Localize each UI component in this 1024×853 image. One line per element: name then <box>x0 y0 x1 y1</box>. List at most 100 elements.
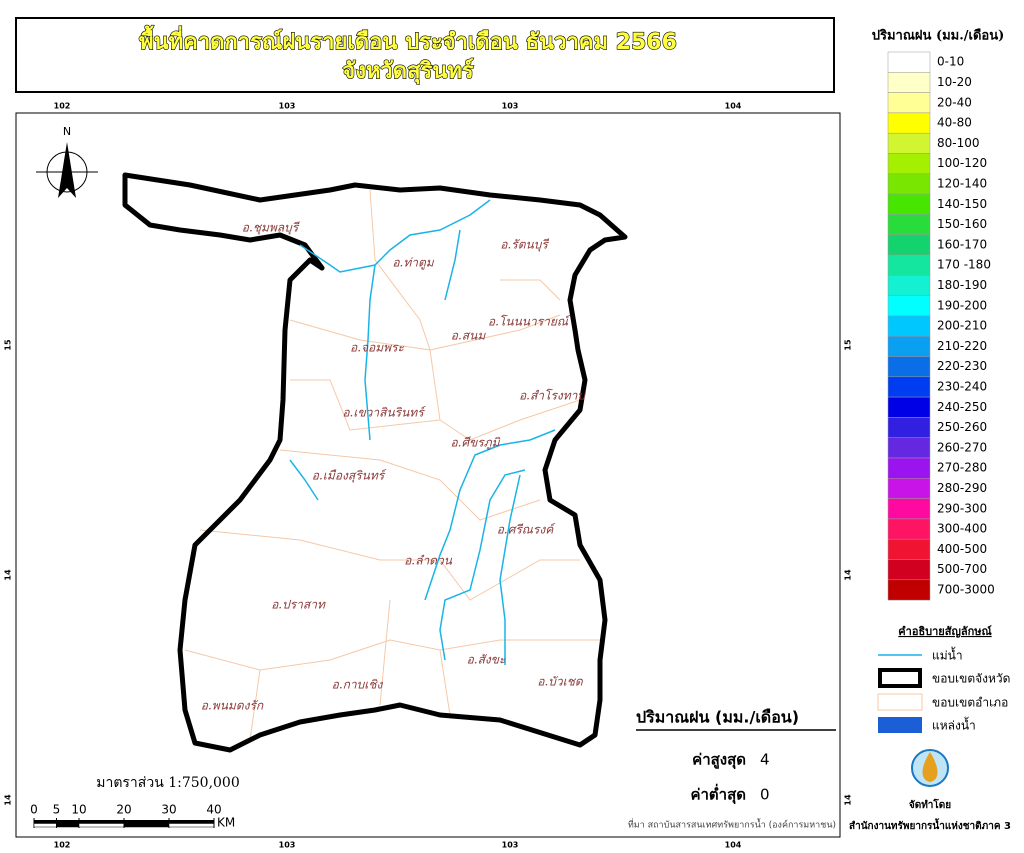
grid-label: 103 <box>502 841 519 850</box>
scale-text: มาตราส่วน 1:750,000 <box>96 775 240 791</box>
district-label: อ.จอมพระ <box>350 341 405 355</box>
district-label: อ.พนมดงรัก <box>201 699 264 713</box>
legend-label: 220-230 <box>937 359 987 373</box>
scale-tick-label: 5 <box>53 803 61 817</box>
legend-label: 170 -180 <box>937 258 991 272</box>
legend-swatch <box>887 417 931 438</box>
scale-segment <box>33 823 57 828</box>
scale-tick-label: 10 <box>71 803 86 817</box>
legend-swatch <box>887 478 931 499</box>
legend-swatch <box>887 173 931 195</box>
legend-swatch <box>887 295 931 317</box>
district-label: อ.ท่าตูม <box>392 256 434 271</box>
district-label: อ.บัวเชด <box>537 675 584 689</box>
legend-label: 140-150 <box>937 197 987 211</box>
legend-swatch <box>887 254 931 276</box>
legend-swatch <box>887 579 931 601</box>
legend-swatch <box>887 376 931 398</box>
legend-swatch <box>887 518 931 540</box>
district-label: อ.โนนนารายณ์ <box>488 315 571 329</box>
legend-swatch <box>887 214 931 235</box>
symbol-label: แม่น้ำ <box>932 647 963 663</box>
legend-label: 10-20 <box>937 75 972 89</box>
north-arrow: N <box>36 125 98 198</box>
legend-swatch <box>887 335 931 357</box>
symbol-label: ขอบเขตจังหวัด <box>932 672 1010 686</box>
symbol-label: ขอบเขตอำเภอ <box>932 696 1008 710</box>
legend-swatch <box>887 92 931 114</box>
legend-swatch <box>887 193 931 215</box>
stats-label: ค่าสูงสุด <box>692 751 746 770</box>
legend-label: 400-500 <box>937 542 987 556</box>
district-label: อ.รัตนบุรี <box>500 238 550 253</box>
grid-label: 14 <box>844 569 853 581</box>
symbol-legend-title: คำอธิบายสัญลักษณ์ <box>898 625 992 638</box>
scale-segment <box>79 820 124 824</box>
title: จังหวัดสุรินทร์ <box>342 58 474 85</box>
stats-value: 0 <box>760 786 770 804</box>
grid-label: 15 <box>844 339 853 351</box>
scale-tick-label: 30 <box>161 803 176 817</box>
legend-swatch <box>887 234 931 256</box>
title-box <box>15 17 835 93</box>
district-label: อ.ชุมพลบุรี <box>242 221 300 236</box>
legend-label: 260-270 <box>937 440 987 454</box>
scale-tick-label: 20 <box>116 803 131 817</box>
legend-label: 20-40 <box>937 95 972 109</box>
symbol-legend: แม่น้ำ ขอบเขตจังหวัด ขอบเขตอำเภอ แหล่งน้… <box>877 647 1010 733</box>
legend-swatch <box>887 275 931 296</box>
legend-swatch <box>887 51 931 73</box>
legend-swatch <box>887 457 931 479</box>
stats-title: ปริมาณฝน (มม./เดือน) <box>636 708 799 727</box>
legend-label: 120-140 <box>937 176 987 190</box>
scale-segment <box>168 823 215 828</box>
scale-segment <box>34 820 57 824</box>
legend-label: 700-3000 <box>937 582 995 596</box>
legend-label: 0-10 <box>937 55 964 69</box>
grid-label: 102 <box>54 102 71 111</box>
logo <box>911 749 949 787</box>
grid-labels: 102 103 103 104 102 103 103 104 15 14 14… <box>4 102 853 850</box>
legend-label: 180-190 <box>937 278 987 292</box>
grid-label: 104 <box>725 102 742 111</box>
legend-label: 150-160 <box>937 217 987 231</box>
legend-label: 270-280 <box>937 461 987 475</box>
legend-swatch <box>887 315 931 337</box>
legend-label: 240-250 <box>937 400 987 414</box>
north-label: N <box>63 125 71 138</box>
district-label: อ.สังขะ <box>467 653 506 667</box>
legend-label: 200-210 <box>937 319 987 333</box>
district-label: อ.เขวาสินรินทร์ <box>342 406 426 420</box>
legend-label: 100-120 <box>937 156 987 170</box>
scale-segment <box>56 823 80 828</box>
district-label: อ.สำโรงทาบ <box>519 389 586 403</box>
grid-label: 103 <box>279 841 296 850</box>
rivers <box>289 199 556 665</box>
legend-swatch <box>887 132 931 154</box>
legend-label: 290-300 <box>937 501 987 515</box>
legend-swatch <box>887 153 931 175</box>
legend-swatch <box>887 498 931 520</box>
grid-label: 14 <box>4 794 13 806</box>
symbol-label: แหล่งน้ำ <box>932 717 976 733</box>
province-boundary <box>122 172 628 753</box>
legend-label: 210-220 <box>937 339 987 353</box>
stats-value: 4 <box>760 751 770 769</box>
legend-label: 160-170 <box>937 237 987 251</box>
grid-label: 104 <box>725 841 742 850</box>
district-label: อ.ศรีณรงค์ <box>497 523 557 537</box>
scale-segment <box>123 823 170 828</box>
title: พื้นที่คาดการณ์ฝนรายเดือน ประจำเดือน ธัน… <box>139 25 677 55</box>
legend-swatch <box>887 437 931 459</box>
district-label: อ.กาบเชิง <box>332 678 384 692</box>
legend-swatch <box>887 538 931 560</box>
credit: จัดทำโดย <box>909 798 951 811</box>
legend-swatch <box>887 559 931 581</box>
scale-unit: KM <box>217 816 235 830</box>
legend-swatch <box>887 72 931 93</box>
district-label: อ.ปราสาท <box>271 598 326 612</box>
scale-segment <box>124 820 169 824</box>
district-labels: อ.ชุมพลบุรี อ.ท่าตูม อ.รัตนบุรี อ.โนนนาร… <box>201 221 587 713</box>
district-label: อ.ศีขรภูมิ <box>450 436 500 451</box>
